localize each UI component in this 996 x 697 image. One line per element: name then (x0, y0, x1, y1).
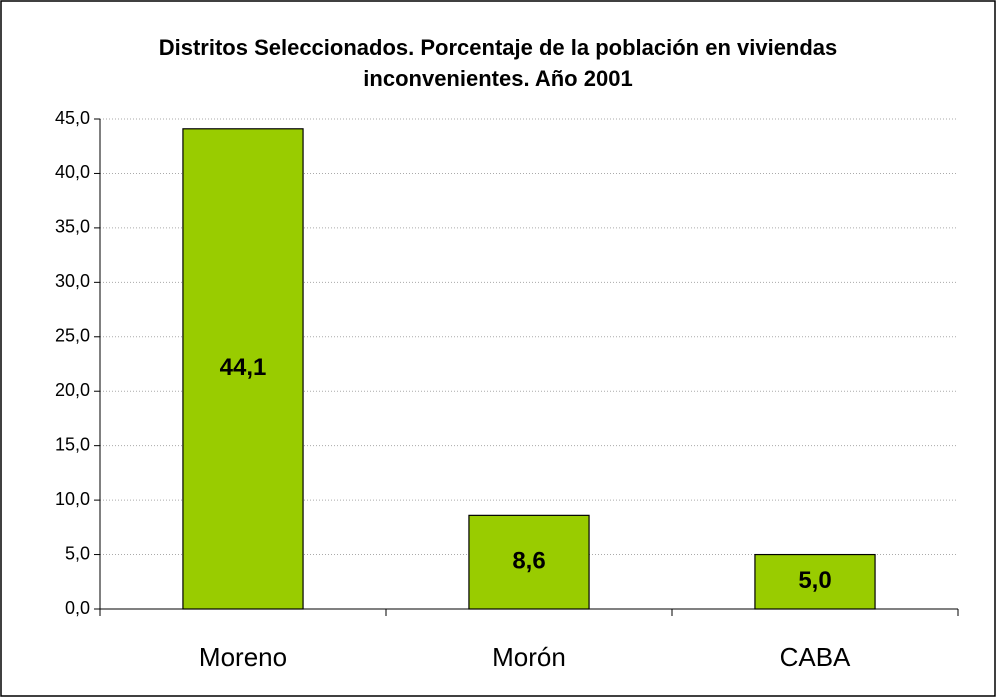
data-label: 44,1 (220, 354, 267, 381)
y-tick-label: 40,0 (55, 162, 90, 182)
data-label: 5,0 (798, 567, 831, 594)
y-tick-label: 15,0 (55, 434, 90, 454)
y-tick-label: 5,0 (65, 543, 90, 563)
y-tick-label: 25,0 (55, 326, 90, 346)
bar (468, 514, 590, 610)
x-tick-label: Morón (492, 642, 566, 672)
chart-title: Distritos Seleccionados. Porcentaje de l… (158, 35, 838, 91)
x-tick-label: CABA (780, 642, 851, 672)
y-tick-label: 10,0 (55, 489, 90, 509)
y-tick-label: 0,0 (65, 598, 90, 618)
x-tick-label: Moreno (199, 642, 287, 672)
data-label: 8,6 (512, 548, 545, 575)
y-tick-label: 30,0 (55, 271, 90, 291)
y-tick-label: 45,0 (55, 108, 90, 128)
y-tick-label: 35,0 (55, 217, 90, 237)
y-tick-label: 20,0 (55, 380, 90, 400)
bar (754, 553, 876, 610)
bar (182, 128, 304, 610)
